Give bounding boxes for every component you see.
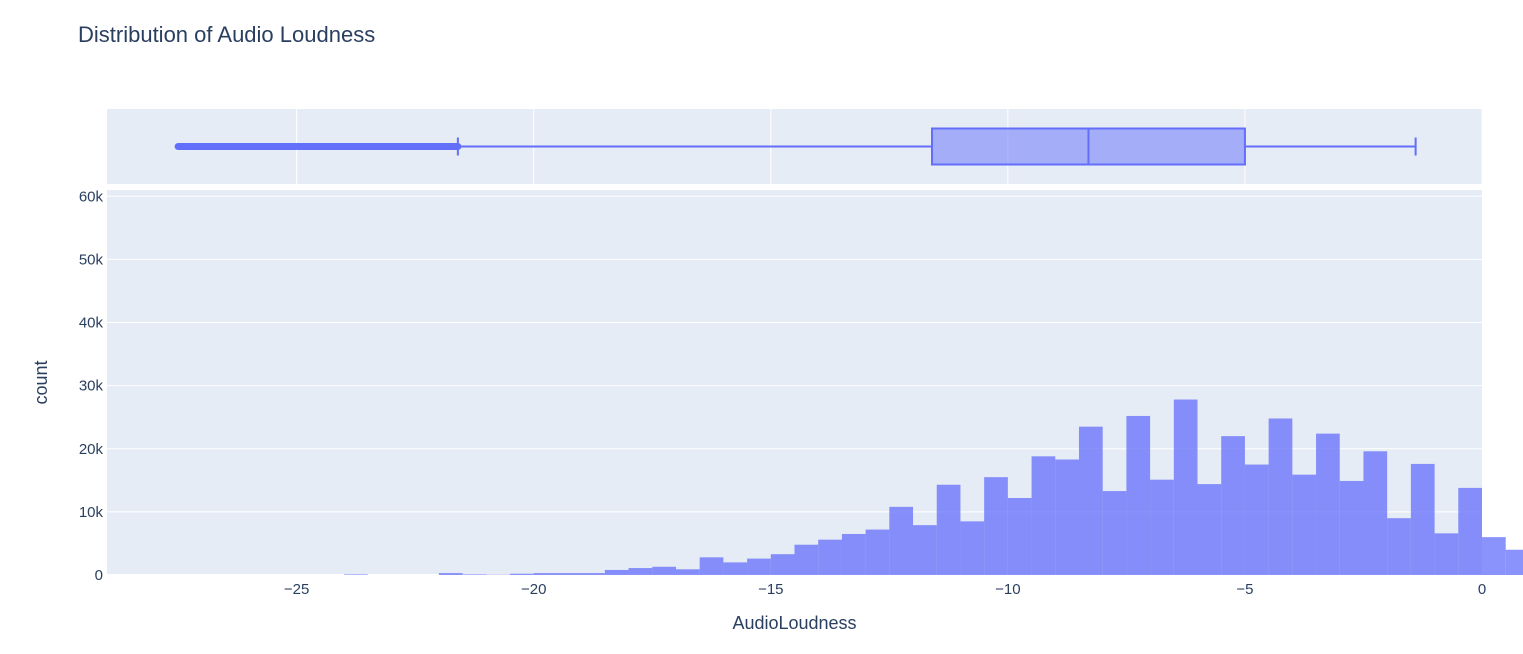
histogram-bar [1150,479,1174,575]
histogram-bar [1102,491,1127,575]
histogram-bar [533,573,558,575]
histogram-bar [675,569,700,575]
histogram-bar [1316,433,1340,575]
histogram-bar [1031,456,1056,575]
x-tick-label: −10 [995,581,1020,598]
histogram-bar [1458,487,1482,575]
histogram-bar [1410,463,1435,575]
boxplot[interactable] [174,127,1417,166]
x-tick-label: 0 [1478,581,1486,598]
histogram-bar [723,562,748,575]
histogram-bar [1268,418,1293,575]
histogram-bar [1482,537,1506,575]
y-tick-label: 20k [79,441,104,458]
x-tick-label: −20 [521,581,546,598]
histogram-bar [344,574,368,575]
histogram-bar [1173,399,1198,575]
y-axis-title: count [31,360,51,404]
chart-title: Distribution of Audio Loudness [78,22,375,47]
histogram-bar [1197,484,1222,575]
histogram-bar [794,544,819,575]
histogram-bar [1387,518,1411,575]
histogram-bar [604,569,629,575]
histogram-bar [960,521,985,575]
histogram-bar [818,539,842,575]
y-tick-label: 50k [79,251,104,268]
histogram-bar [557,573,582,575]
histogram-bar [628,568,653,575]
histogram-bar [581,573,605,575]
y-tick-label: 40k [79,315,104,332]
histogram-bar [699,557,724,575]
histogram-bar [865,529,890,575]
histogram-bar [1126,415,1151,575]
histogram-bar [1505,549,1523,575]
y-axis-ticks: 0 10k 20k 30k 40k 50k 60k [79,188,104,584]
histogram-bar [1292,474,1317,575]
x-tick-label: −25 [284,581,309,598]
histogram-bar [510,573,534,575]
histogram-bar [1055,459,1079,575]
histogram-bars [344,399,1523,575]
x-axis-title: AudioLoudness [732,613,856,633]
histogram-bar [652,566,676,575]
histogram-bar [770,554,795,575]
y-tick-label: 10k [79,504,104,521]
histogram-bar [889,506,914,575]
x-axis-ticks: −25 −20 −15 −10 −5 0 [284,581,1486,598]
histogram-bar [1434,533,1459,575]
y-tick-label: 0 [95,567,103,584]
histogram-bar [936,484,961,575]
histogram-bar [1007,498,1032,575]
histogram-bar [913,525,937,575]
y-tick-label: 60k [79,188,104,205]
histogram-bar [747,558,771,575]
histogram-bar [841,533,866,575]
histogram-bar [1363,451,1388,575]
histogram-bar [1078,426,1103,575]
y-tick-label: 30k [79,378,104,395]
histogram-bar [1339,480,1364,575]
x-tick-label: −5 [1236,581,1253,598]
histogram-bar [1244,464,1269,575]
histogram-bar [438,573,463,575]
histogram-bar [1221,436,1245,575]
histogram-bar [462,574,487,575]
x-tick-label: −15 [758,581,783,598]
histogram-bar [984,477,1008,575]
